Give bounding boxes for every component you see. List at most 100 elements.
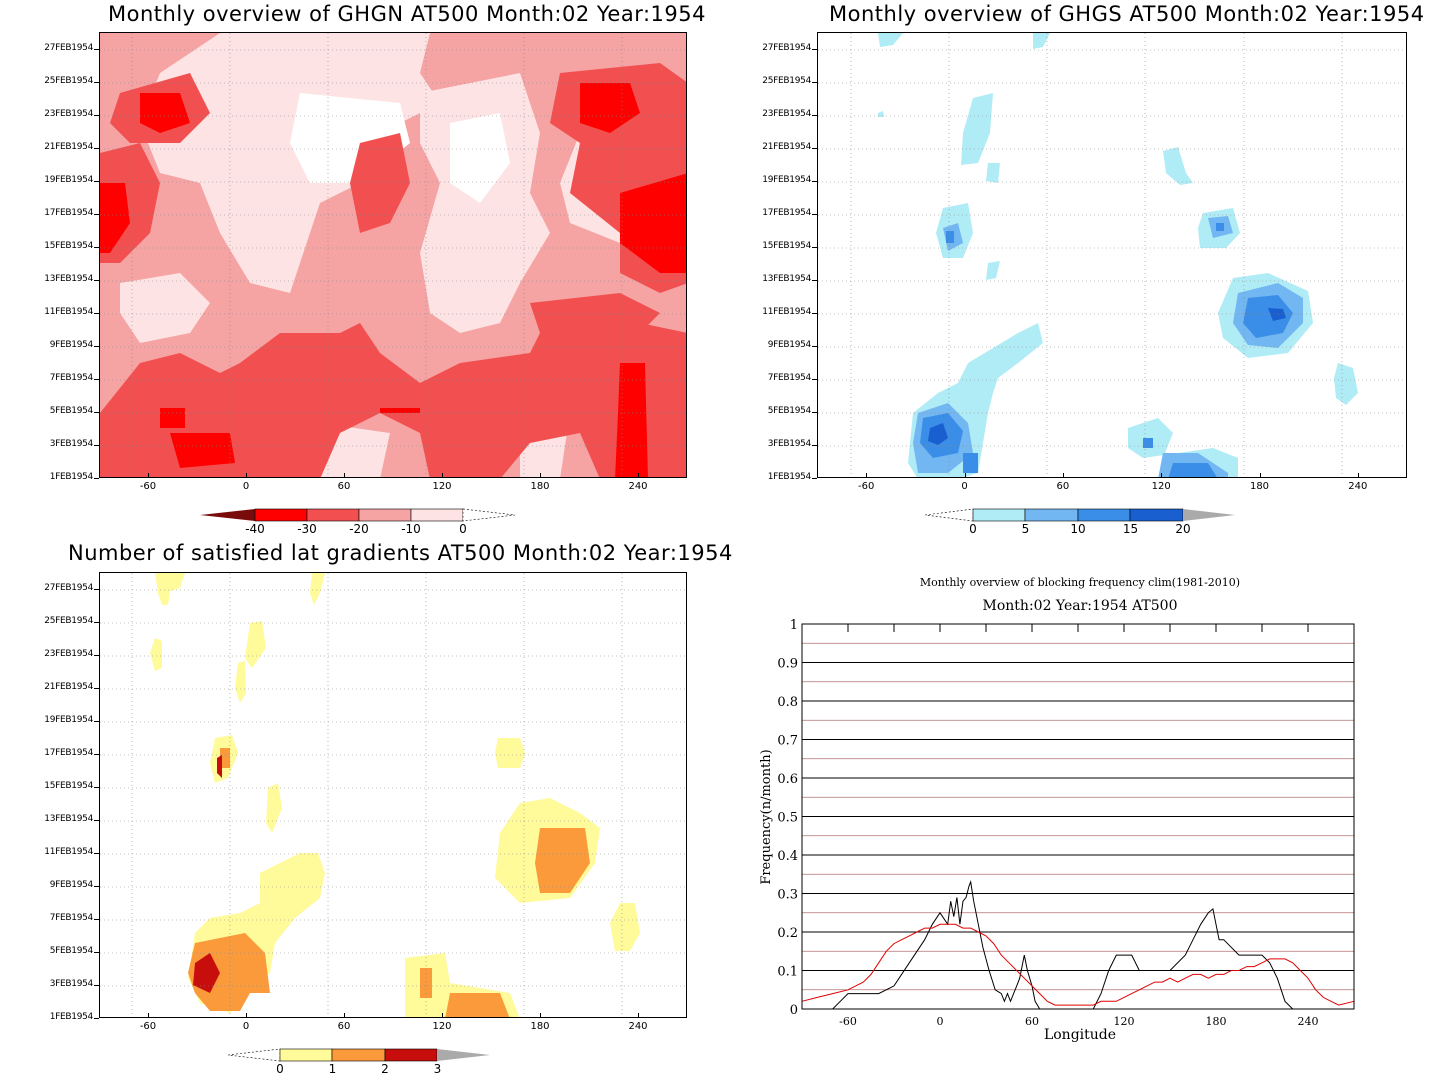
y-tick-mark [812, 49, 817, 50]
ghgn-plot-area [99, 32, 687, 478]
x-tick-label: 0 [961, 481, 968, 492]
y-tick-mark [94, 49, 99, 50]
y-tick-mark [94, 214, 99, 215]
y-tick-mark [94, 985, 99, 986]
y-tick-label: 0.9 [777, 657, 798, 672]
x-tick-mark [344, 473, 345, 478]
y-tick-mark [94, 445, 99, 446]
y-tick-mark [94, 754, 99, 755]
y-tick-label: 11FEB1954 [762, 307, 811, 317]
x-tick-mark [1062, 473, 1064, 478]
series-line-black [802, 880, 1354, 1010]
y-tick-label: 0.2 [777, 926, 798, 941]
x-tick-label: 60 [1056, 481, 1070, 492]
y-tick-label: 17FEB1954 [762, 208, 811, 218]
y-tick-mark [812, 115, 817, 116]
ghgs-colorbar [925, 508, 1235, 522]
x-tick-label: 240 [1298, 1015, 1319, 1028]
y-tick-mark [94, 478, 99, 479]
y-tick-mark [94, 787, 99, 788]
y-tick-mark [812, 181, 817, 182]
x-tick-mark [246, 1013, 247, 1018]
x-tick-label: 120 [1114, 1015, 1135, 1028]
y-tick-label: 23FEB1954 [44, 649, 93, 659]
y-tick-mark [812, 247, 817, 248]
y-tick-mark [812, 313, 817, 314]
y-tick-label: 7FEB1954 [767, 373, 812, 383]
y-tick-label: 1FEB1954 [49, 1012, 94, 1022]
colorbar-label: -30 [297, 522, 317, 536]
y-tick-label: 25FEB1954 [44, 76, 93, 86]
colorbar-label: 3 [433, 1062, 442, 1076]
colorbar-label: 15 [1122, 522, 1139, 536]
y-tick-label: 0.6 [777, 772, 798, 787]
x-tick-mark [148, 473, 149, 478]
y-tick-label: 1FEB1954 [49, 472, 94, 482]
gradients-colorbar [228, 1048, 490, 1062]
y-tick-mark [812, 346, 817, 347]
x-tick-mark [442, 1013, 443, 1018]
x-tick-mark [1161, 473, 1163, 478]
y-tick-mark [94, 346, 99, 347]
y-tick-label: 1 [790, 618, 798, 633]
y-tick-mark [94, 919, 99, 920]
y-tick-mark [94, 589, 99, 590]
y-tick-mark [94, 622, 99, 623]
colorbar-label: -20 [349, 522, 369, 536]
y-tick-label: 0.1 [777, 965, 798, 980]
y-tick-label: 3FEB1954 [49, 439, 94, 449]
blocking-line-chart: 0 0.1 0.2 0.3 0.4 0.5 0.6 0.7 0.8 0.9 1 -60 0 60 120 18… [759, 618, 1355, 1043]
y-tick-mark [94, 181, 99, 182]
y-tick-label: 15FEB1954 [44, 241, 93, 251]
ghgn-contour-map [100, 33, 686, 477]
y-tick-label: 7FEB1954 [49, 373, 94, 383]
ghgs-title: Monthly overview of GHGS AT500 Month:02 … [829, 2, 1425, 26]
y-tick-mark [812, 82, 817, 83]
x-tick-label: 120 [1151, 481, 1171, 492]
y-tick-mark [94, 247, 99, 248]
y-tick-mark [94, 115, 99, 116]
gradients-title: Number of satisfied lat gradients AT500 … [68, 541, 733, 565]
x-tick-mark [442, 473, 443, 478]
x-tick-mark [148, 1013, 149, 1018]
y-tick-label: 17FEB1954 [44, 748, 93, 758]
x-tick-label: 60 [337, 1021, 351, 1032]
blocking-x-label: Longitude [1044, 1027, 1116, 1043]
y-tick-label: 0.8 [777, 695, 798, 710]
y-tick-label: 27FEB1954 [44, 583, 93, 593]
colorbar-label: 10 [1070, 522, 1086, 536]
x-tick-mark [540, 1013, 541, 1018]
y-tick-label: 1FEB1954 [767, 472, 812, 482]
ghgn-colorbar [200, 508, 516, 522]
y-tick-mark [94, 853, 99, 854]
y-tick-mark [94, 688, 99, 689]
colorbar-label: 0 [459, 522, 467, 536]
x-tick-mark [1357, 473, 1359, 478]
y-tick-mark [94, 1018, 99, 1019]
ghgs-plot-area [817, 32, 1407, 478]
y-tick-label: 25FEB1954 [762, 76, 811, 86]
y-tick-mark [94, 886, 99, 887]
x-tick-mark [866, 473, 868, 478]
y-tick-label: 15FEB1954 [762, 241, 811, 251]
y-tick-label: 5FEB1954 [767, 406, 812, 416]
colorbar-label: 1 [328, 1062, 337, 1076]
y-tick-mark [812, 478, 817, 479]
colorbar-label: 20 [1175, 522, 1191, 536]
y-tick-label: 0.3 [777, 888, 798, 903]
y-tick-label: 3FEB1954 [767, 439, 812, 449]
y-tick-mark [812, 214, 817, 215]
y-tick-label: 11FEB1954 [44, 307, 93, 317]
x-tick-mark [964, 473, 966, 478]
y-tick-label: 19FEB1954 [44, 175, 93, 185]
x-tick-label: 120 [432, 481, 452, 492]
y-tick-mark [812, 379, 817, 380]
y-tick-label: 9FEB1954 [49, 880, 94, 890]
y-tick-label: 3FEB1954 [49, 979, 94, 989]
x-tick-label: 180 [1206, 1015, 1227, 1028]
x-tick-label: 180 [530, 481, 550, 492]
ghgs-contour-map [818, 33, 1406, 477]
y-tick-label: 13FEB1954 [44, 274, 93, 284]
y-tick-mark [94, 655, 99, 656]
y-tick-label: 27FEB1954 [44, 43, 93, 53]
